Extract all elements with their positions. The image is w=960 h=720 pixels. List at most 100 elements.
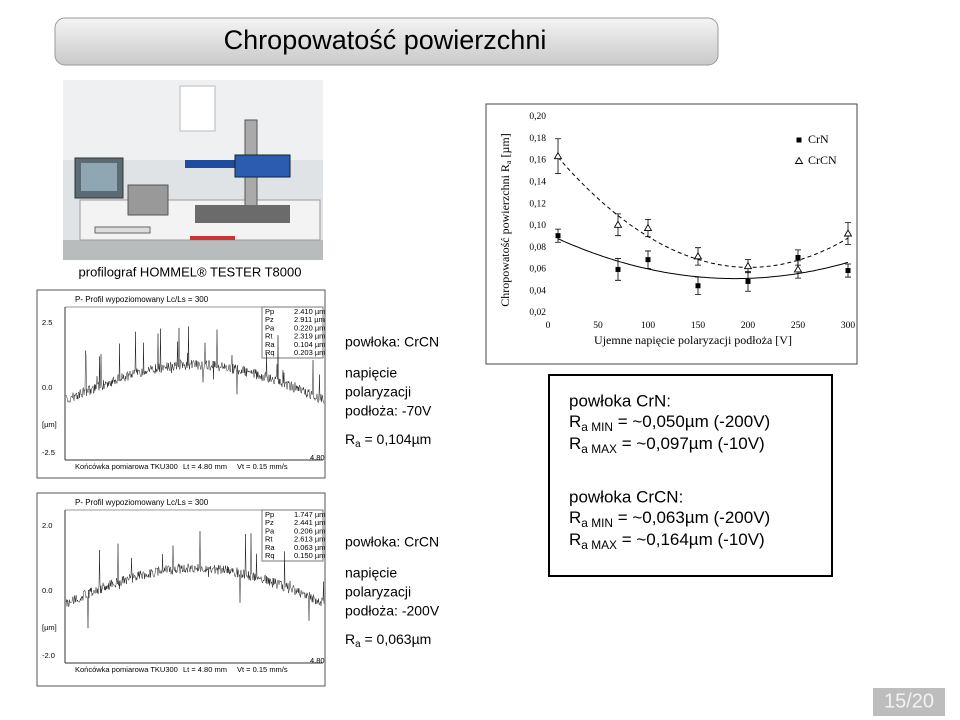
page-number-box [873,688,945,716]
param-value: 2.911 µm [294,315,325,324]
params-frame [261,509,324,562]
y-tick-label: 0,02 [529,308,546,318]
y-tick-label: 0,18 [529,134,546,144]
point [843,229,853,237]
point [743,261,753,270]
profile-axis-label: [µm] [42,623,57,632]
page-number: 15/20 [884,690,934,712]
profile-axis-label: 0.0 [42,586,52,595]
profile-axis-label: -2.0 [42,651,55,660]
y-axis-label: Chropowatość powierzchni Ra [µm] [498,133,513,306]
profile-axis-label: [µm] [42,420,57,429]
slide-title: Chropowatość powierzchni [224,25,547,55]
point [693,251,703,260]
profile-footer: Końcówka pomiarowa TKU300 [75,462,178,471]
param-name: Pp [265,307,274,316]
symbol: R [569,412,581,431]
param-name: Ra [265,340,275,349]
point [845,268,851,274]
value: = ~0,097µm (-10V) [617,434,765,453]
x-axis-label: Ujemne napięcie polaryzacji podłoża [V] [594,333,792,347]
x-tick-label: 50 [593,321,603,331]
y-tick-label: 0,08 [529,243,546,253]
profile-footer: Lt = 4.80 mm [183,462,227,471]
y-tick-label: 0,20 [529,112,546,122]
point [643,223,653,232]
profile-x-end: 4.80 [310,453,325,462]
profile-x-end: 4.80 [310,656,325,665]
point [615,266,621,272]
param-name: Pa [265,526,275,535]
x-tick-label: 300 [841,321,856,331]
summary-heading: powłoka CrCN: [569,487,683,506]
param-name: Rt [265,332,273,341]
y-label-sub: a [504,160,513,164]
coating-label: powłoka: CrCN [345,334,439,350]
y-tick-label: 0,16 [529,156,546,166]
summary-box [548,374,833,577]
x-tick-label: 0 [546,321,551,331]
profile-axis-label: 2.5 [42,318,52,327]
value: = ~0,164µm (-10V) [617,530,765,549]
y-tick-label: 0,10 [529,221,546,231]
y-tick-label: 0,04 [529,286,546,296]
profile-title: P- Profil wypoziomowany Lc/Ls = 300 [75,498,209,507]
point [613,220,623,228]
profile-axis-label: -2.5 [42,448,55,457]
photo-caption: profilograf HOMMEL® TESTER T8000 [79,264,302,279]
profile-footer: Końcówka pomiarowa TKU300 [75,665,178,674]
summary-row: Ra MIN = ~0,050µm (-200V) [569,412,770,434]
param-value: 2.410 µm [294,307,325,316]
subscript: a [355,439,361,450]
subscript: a MAX [581,538,617,552]
point [553,151,563,160]
bias-label: napięcie [345,365,397,381]
summary-heading: powłoka CrN: [569,391,671,410]
param-value: 1.747 µm [294,510,325,519]
y-tick-label: 0,12 [529,199,546,209]
legend-label: CrN [808,132,829,146]
ra-label: Ra = 0,063µm [345,631,431,650]
param-name: Rt [265,535,273,544]
param-name: Rq [265,348,275,357]
symbol: R [345,631,355,647]
value: = ~0,063µm (-200V) [613,508,770,527]
param-value: 0.220 µm [294,323,325,332]
param-value: 0.206 µm [294,526,325,535]
param-value: 0.150 µm [294,551,325,560]
symbol: R [569,530,581,549]
param-name: Rq [265,551,275,560]
trend-line [557,238,849,280]
profile-axis-label: 2.0 [42,521,52,530]
bias-label: podłoża: -70V [345,403,432,419]
symbol: R [345,431,355,447]
param-value: 0.203 µm [294,348,325,357]
profile-trace [65,326,325,404]
param-value: 2.613 µm [294,535,325,544]
param-value: 2.319 µm [294,332,325,341]
summary-row: Ra MAX = ~0,097µm (-10V) [569,434,765,456]
bias-label: napięcie [345,565,397,581]
summary-row: Ra MAX = ~0,164µm (-10V) [569,530,765,552]
profile-box [36,492,326,687]
param-name: Ra [265,543,275,552]
photo [63,80,323,260]
coating-label: powłoka: CrCN [345,534,439,550]
params-frame [261,306,324,359]
param-name: Pa [265,323,275,332]
profile-footer: Lt = 4.80 mm [183,665,227,674]
profile-footer: Vt = 0.15 mm/s [237,665,288,674]
symbol: R [569,508,581,527]
x-tick-label: 100 [641,321,656,331]
param-name: Pz [265,518,274,527]
x-tick-label: 200 [741,321,756,331]
value: = 0,063µm [361,631,432,647]
point [555,233,561,239]
symbol: R [569,434,581,453]
point [695,283,701,289]
point [795,254,801,260]
profile-axis-label: 0.0 [42,383,52,392]
value: = ~0,050µm (-200V) [613,412,770,431]
subscript: a MIN [581,516,613,530]
